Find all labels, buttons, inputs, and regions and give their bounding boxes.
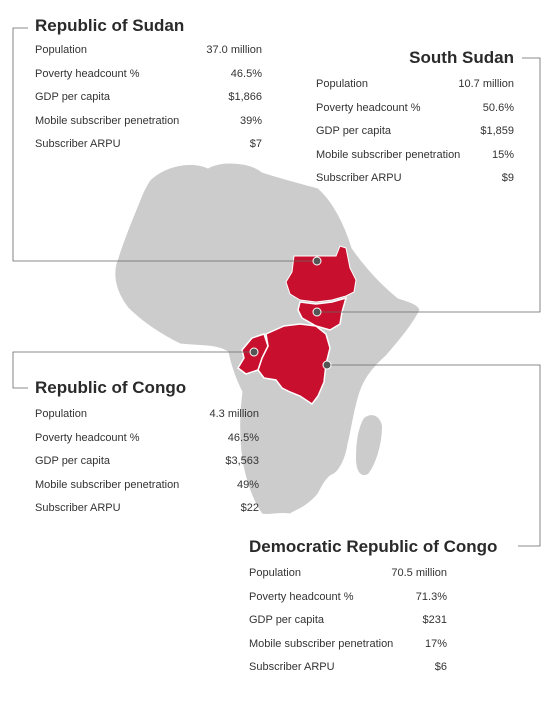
stat-label: Subscriber ARPU — [35, 502, 121, 514]
stat-label: Subscriber ARPU — [249, 661, 335, 673]
stat-label: Subscriber ARPU — [316, 172, 402, 184]
panel-drc: Democratic Republic of Congo Population 7… — [249, 537, 498, 685]
stat-row: Poverty headcount % 46.5% — [35, 68, 262, 92]
stat-label: Population — [249, 567, 301, 579]
stat-value: 37.0 million — [206, 44, 262, 56]
stat-value: $6 — [434, 661, 447, 673]
stat-row: Subscriber ARPU $22 — [35, 502, 259, 526]
panel-title: Republic of Sudan — [35, 16, 185, 35]
stat-row: Mobile subscriber penetration 49% — [35, 479, 259, 503]
drc-dot — [322, 360, 332, 370]
stat-label: Mobile subscriber penetration — [35, 478, 180, 491]
leader-line-congo — [12, 351, 254, 389]
stat-label: Population — [316, 78, 368, 90]
stat-value: 46.5% — [230, 67, 262, 80]
leader-line-south-sudan — [317, 57, 541, 313]
stat-row: Mobile subscriber penetration 17% — [249, 638, 447, 662]
stat-row: Population 70.5 million — [249, 567, 447, 591]
stat-label: Poverty headcount % — [35, 431, 140, 444]
stat-value: $1,866 — [228, 91, 262, 103]
panel-sudan: Republic of Sudan Population 37.0 million… — [35, 16, 262, 162]
stat-row: Subscriber ARPU $6 — [249, 661, 447, 685]
panel-south-sudan: South Sudan Population 10.7 million Pover… — [316, 48, 514, 196]
stat-label: Mobile subscriber penetration — [316, 148, 461, 161]
congo-dot — [249, 347, 259, 357]
south-sudan-shape — [297, 296, 348, 331]
stat-label: Poverty headcount % — [316, 101, 421, 114]
stat-label: GDP per capita — [316, 125, 392, 137]
leader-line-drc — [327, 364, 541, 547]
stat-row: Population 10.7 million — [316, 78, 514, 102]
stat-value: 46.5% — [227, 431, 259, 444]
stat-label: Poverty headcount % — [35, 67, 140, 80]
stat-label: Population — [35, 44, 87, 56]
stat-row: Poverty headcount % 50.6% — [316, 102, 514, 126]
stat-label: Subscriber ARPU — [35, 138, 121, 150]
stat-row: Mobile subscriber penetration 15% — [316, 149, 514, 173]
stat-row: Population 37.0 million — [35, 44, 262, 68]
stat-value: 71.3% — [415, 590, 447, 603]
leader-line-sudan — [12, 27, 317, 262]
stat-value: 17% — [424, 637, 447, 650]
stat-value: 70.5 million — [391, 567, 447, 579]
stat-value: $3,563 — [225, 455, 259, 467]
stat-row: GDP per capita $1,866 — [35, 91, 262, 115]
stat-row: Subscriber ARPU $9 — [316, 172, 514, 196]
stat-row: GDP per capita $1,859 — [316, 125, 514, 149]
stat-value: $231 — [422, 614, 447, 626]
stat-value: 49% — [236, 478, 259, 491]
stat-row: GDP per capita $3,563 — [35, 455, 259, 479]
stat-row: Population 4.3 million — [35, 408, 259, 432]
stat-label: Mobile subscriber penetration — [249, 637, 394, 650]
stat-label: Poverty headcount % — [249, 590, 354, 603]
stat-row: Mobile subscriber penetration 39% — [35, 115, 262, 139]
stat-label: GDP per capita — [35, 91, 111, 103]
stat-label: GDP per capita — [249, 614, 325, 626]
panel-title: South Sudan — [409, 48, 514, 67]
sudan-shape — [285, 245, 357, 303]
stat-label: Population — [35, 408, 87, 420]
stat-value: $22 — [240, 502, 259, 514]
stat-row: Subscriber ARPU $7 — [35, 138, 262, 162]
south-sudan-dot — [312, 307, 322, 317]
sudan-dot — [312, 256, 322, 266]
stat-value: $1,859 — [480, 125, 514, 137]
stat-value: $9 — [501, 172, 514, 184]
stat-row: GDP per capita $231 — [249, 614, 447, 638]
stat-row: Poverty headcount % 71.3% — [249, 591, 447, 615]
stat-label: Mobile subscriber penetration — [35, 114, 180, 127]
stat-label: GDP per capita — [35, 455, 111, 467]
stat-value: $7 — [249, 138, 262, 150]
stat-value: 10.7 million — [458, 78, 514, 90]
panel-title: Democratic Republic of Congo — [249, 537, 498, 556]
stat-row: Poverty headcount % 46.5% — [35, 432, 259, 456]
stat-value: 15% — [491, 148, 514, 161]
panel-congo: Republic of Congo Population 4.3 million … — [35, 378, 259, 526]
madagascar — [356, 415, 382, 476]
panel-title: Republic of Congo — [35, 378, 187, 397]
stat-value: 4.3 million — [209, 408, 259, 420]
stat-value: 50.6% — [482, 101, 514, 114]
stat-value: 39% — [239, 114, 262, 127]
